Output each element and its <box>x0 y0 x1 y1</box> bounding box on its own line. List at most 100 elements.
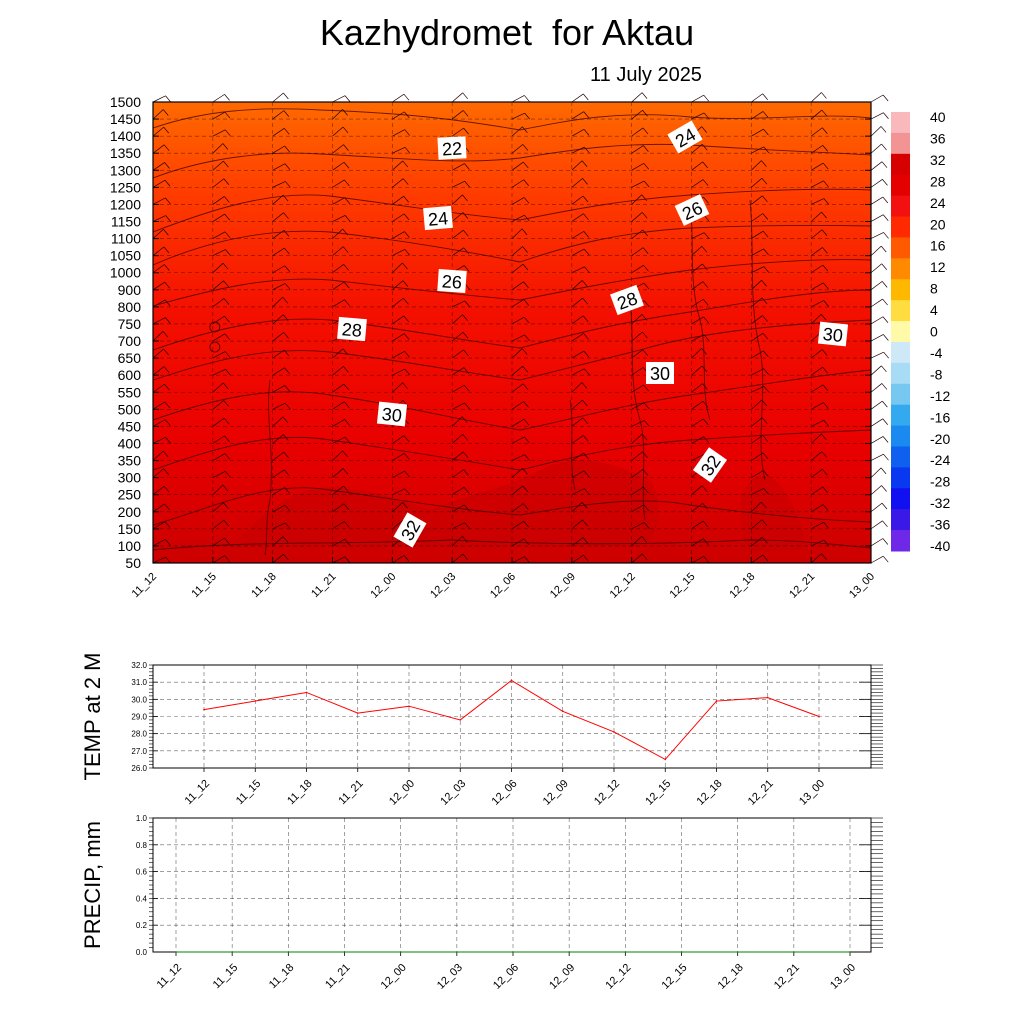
wind-barb <box>870 555 884 564</box>
wind-barb <box>452 180 465 188</box>
colorbar-swatch <box>891 279 910 301</box>
wind-barb-flag <box>642 247 649 254</box>
wind-barb <box>870 161 883 171</box>
heatmap-y-tick-label: 1250 <box>110 179 141 195</box>
wind-barb <box>392 195 404 205</box>
wind-barb-flag <box>404 249 411 256</box>
wind-barb <box>631 367 644 376</box>
wind-barb-flag <box>285 181 291 188</box>
precip-x-axis: 11_12 11_15 11_18 11_21 12_00 12_03 12_06 12_09… <box>155 952 858 992</box>
wind-barb-flag <box>641 314 648 321</box>
wind-barb-flag <box>702 263 708 271</box>
wind-barb <box>152 179 166 188</box>
wind-barb <box>272 145 285 154</box>
wind-barb-flag <box>821 229 828 237</box>
wind-barb-flag <box>283 212 289 219</box>
wind-barb <box>571 435 584 444</box>
wind-barb <box>511 436 525 444</box>
wind-barb-flag <box>583 213 589 220</box>
contour-label-bg <box>437 136 467 160</box>
wind-barb-flag <box>882 316 889 323</box>
wind-barb-flag <box>224 453 231 460</box>
wind-barb-flag <box>224 333 231 341</box>
wind-barb <box>152 144 165 154</box>
wind-barb-flag <box>881 143 887 151</box>
wind-barb <box>870 467 882 478</box>
wind-barb <box>332 556 346 564</box>
wind-barb-flag <box>583 435 589 442</box>
wind-barb-flag <box>521 348 528 355</box>
wind-barb-flag <box>403 435 410 442</box>
wind-barb <box>631 384 644 393</box>
wind-barb-flag <box>404 470 410 478</box>
wind-barb <box>511 161 524 171</box>
wind-barb <box>332 503 345 513</box>
heatmap-y-tick-label: 650 <box>118 350 142 366</box>
series-point <box>624 951 627 953</box>
wind-barb <box>691 454 705 461</box>
series-point <box>287 951 290 953</box>
wind-barb <box>810 264 824 274</box>
wind-barb <box>691 538 704 547</box>
wind-barb-flag <box>165 437 171 444</box>
wind-barb-flag <box>165 556 171 564</box>
wind-barb-flag <box>523 161 529 169</box>
wind-barb-flag <box>164 299 171 307</box>
colorbar-swatch <box>891 300 910 322</box>
series-point <box>203 708 205 711</box>
wind-barb-flag <box>344 436 351 444</box>
x-tick-label: 12_18 <box>716 962 746 992</box>
wind-barb <box>451 349 464 359</box>
contour-label-bg <box>692 447 728 483</box>
wind-barb-flag <box>701 126 708 133</box>
heatmap-x-tick-label: 13_00 <box>847 571 877 601</box>
wind-barb <box>152 264 165 274</box>
wind-barb-flag <box>523 538 530 546</box>
wind-barb-flag <box>880 245 887 253</box>
wind-barb-flag <box>524 436 530 444</box>
wind-barb-flag <box>821 433 827 441</box>
wind-barb-flag <box>164 179 171 187</box>
wind-barb <box>152 401 166 410</box>
wind-barb <box>212 470 226 478</box>
contour-label-bg <box>376 401 408 427</box>
wind-barb-flag <box>342 228 349 236</box>
x-tick-label: 12_21 <box>772 962 802 992</box>
heatmap-y-tick-label: 750 <box>118 316 142 332</box>
wind-barb <box>691 281 704 291</box>
wind-barb-flag <box>761 297 768 305</box>
wind-barb <box>152 215 166 222</box>
wind-barb-flag <box>821 451 828 458</box>
wind-barb-flag <box>522 365 528 373</box>
wind-barb-flag <box>464 181 471 188</box>
wind-barb-flag <box>523 503 529 510</box>
wind-barb <box>392 382 403 393</box>
wind-barb <box>511 334 525 342</box>
wind-barb-flag <box>761 160 767 167</box>
x-tick-label: 12_18 <box>695 778 725 808</box>
wind-barb <box>392 470 405 478</box>
wind-barb <box>751 368 764 376</box>
wind-barb <box>152 348 164 359</box>
wind-barb <box>691 263 703 274</box>
x-tick-label: 12_12 <box>603 962 633 992</box>
wind-barb <box>332 215 346 222</box>
heatmap-y-tick-label: 600 <box>118 367 142 383</box>
contour-label-bg <box>667 120 703 154</box>
wind-barb-flag <box>523 281 529 289</box>
wind-barb-flag <box>583 452 589 460</box>
wind-barb-flag <box>162 331 169 338</box>
wind-barb <box>810 92 822 103</box>
wind-barb-flag <box>822 384 829 392</box>
wind-barb <box>152 197 166 205</box>
wind-barb <box>511 485 524 495</box>
wind-barb <box>810 451 823 461</box>
series-point <box>343 951 346 953</box>
wind-barb-flag <box>882 520 888 528</box>
wind-barb <box>511 112 525 120</box>
wind-barb <box>152 246 165 256</box>
y-tick-label: 0.4 <box>136 894 148 903</box>
wind-barb-flag <box>643 282 650 290</box>
colorbar-swatch <box>891 425 910 447</box>
wind-barb <box>272 212 284 222</box>
